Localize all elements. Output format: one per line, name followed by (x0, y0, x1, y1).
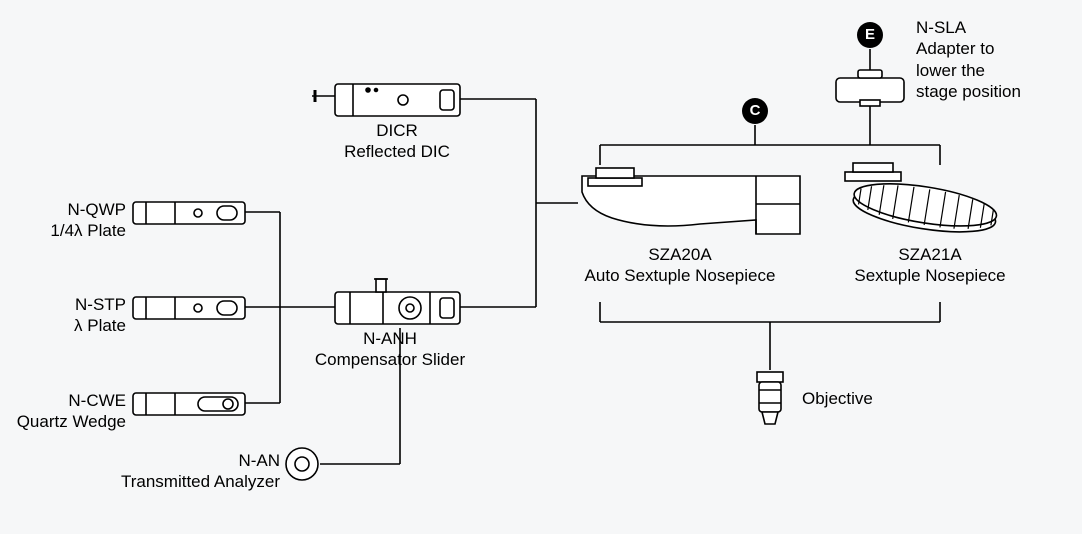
n-anh-label: N-ANH Compensator Slider (290, 328, 490, 371)
n-an-label: N-AN Transmitted Analyzer (80, 450, 280, 493)
n-stp-label: N-STP λ Plate (8, 294, 126, 337)
diagram-canvas: N-QWP 1/4λ Plate N-STP λ Plate N-CWE Qua… (0, 0, 1082, 534)
badge-c: C (742, 98, 768, 124)
objective-label: Objective (802, 388, 873, 409)
badge-e: E (857, 22, 883, 48)
sza20a-label: SZA20A Auto Sextuple Nosepiece (560, 244, 800, 287)
dicr-label: DICR Reflected DIC (312, 120, 482, 163)
n-cwe-label: N-CWE Quartz Wedge (0, 390, 126, 433)
n-qwp-label: N-QWP 1/4λ Plate (8, 199, 126, 242)
n-sla-label: N-SLA Adapter to lower the stage positio… (916, 17, 1076, 102)
sza21a-label: SZA21A Sextuple Nosepiece (820, 244, 1040, 287)
